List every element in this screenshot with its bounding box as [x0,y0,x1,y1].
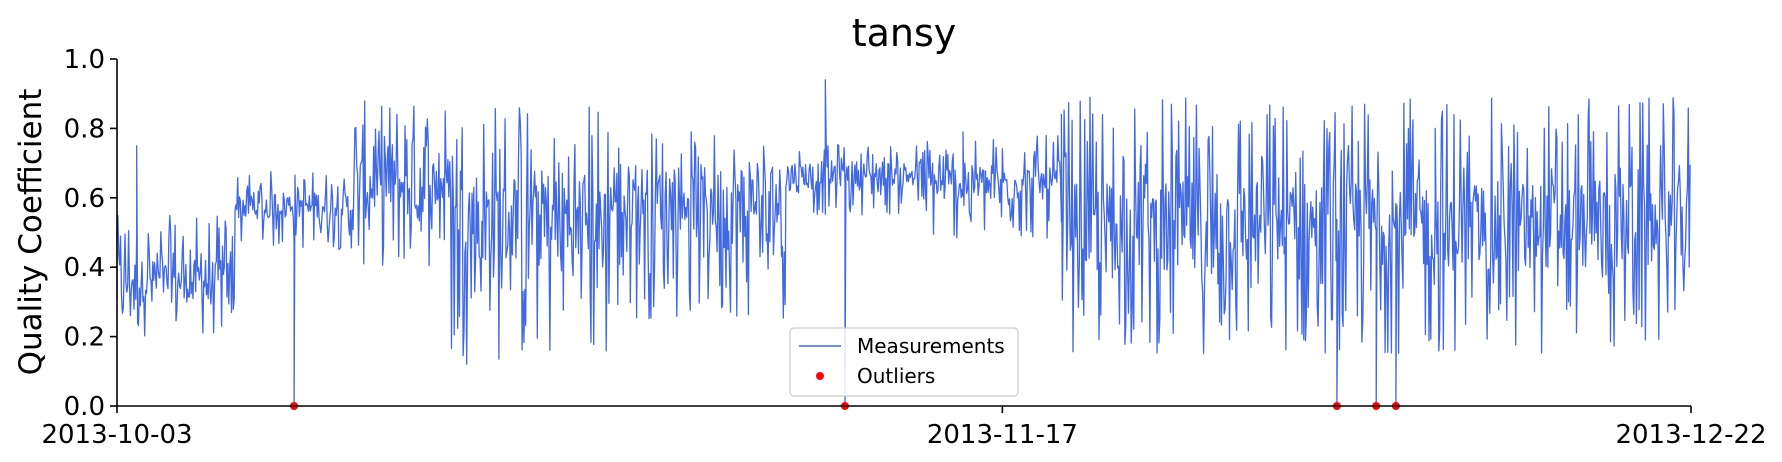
y-tick-label: 0.2 [64,323,105,353]
y-tick-label: 0.4 [64,253,105,283]
measurements-line [116,79,1691,407]
x-tick-label: 2013-10-03 [41,420,192,450]
legend-box [789,327,1019,397]
legend-outliers-label: Outliers [857,364,935,388]
chart-title: tansy [852,11,957,55]
x-tick-label: 2013-11-17 [927,420,1078,450]
y-tick-label: 0.0 [64,392,105,422]
y-tick-label: 1.0 [64,45,105,75]
legend-measurements-label: Measurements [857,334,1005,358]
legend: Measurements Outliers [789,327,1019,397]
x-ticks: 2013-10-03 2013-11-17 2013-12-22 [41,406,1767,450]
legend-outliers-swatch [816,372,824,380]
x-tick-label: 2013-12-22 [1615,420,1766,450]
y-tick-label: 0.6 [64,184,105,214]
y-tick-label: 0.8 [64,114,105,144]
y-ticks: 0.0 0.2 0.4 0.6 0.8 1.0 [64,45,117,422]
y-axis-label: Quality Coefficient [13,89,49,376]
